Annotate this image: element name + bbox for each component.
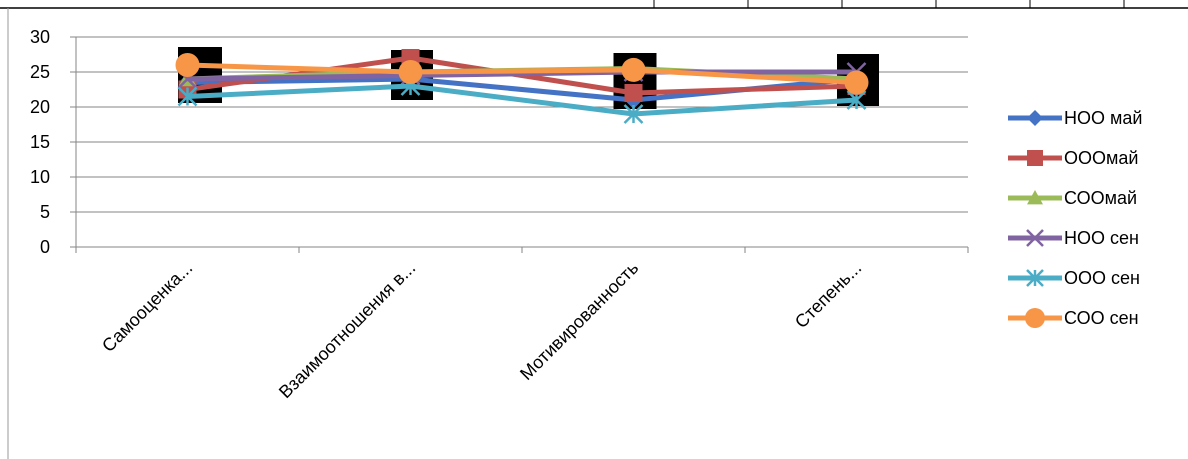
legend-entry: СООмай bbox=[1008, 188, 1137, 208]
y-tick-label: 25 bbox=[30, 62, 50, 82]
x-axis-labels: Самооценка... Взаимоотношения в... Мотивир… bbox=[98, 258, 865, 402]
data-point-marker bbox=[844, 70, 869, 95]
x-category-label: Взаимоотношения в... bbox=[275, 258, 419, 402]
data-point-marker bbox=[177, 86, 198, 107]
data-point-marker bbox=[175, 53, 200, 77]
data-point-marker bbox=[1026, 229, 1044, 247]
series-line bbox=[187, 62, 857, 85]
legend-entry: ООО сен bbox=[1008, 268, 1140, 288]
data-point-marker bbox=[1027, 150, 1043, 166]
y-tick-label: 10 bbox=[30, 167, 50, 187]
y-tick-label: 5 bbox=[40, 202, 50, 222]
y-tick-label: 15 bbox=[30, 132, 50, 152]
legend-entry: ОООмай bbox=[1008, 148, 1138, 168]
series-line bbox=[187, 83, 857, 117]
legend: НОО май ОООмай СООмай НОО сен ООО сен СОО сен bbox=[1008, 108, 1142, 328]
legend-entry: НОО сен bbox=[1008, 228, 1139, 248]
axes bbox=[75, 37, 969, 253]
legend-entry: СОО сен bbox=[1008, 308, 1139, 328]
series-lines bbox=[175, 47, 879, 124]
data-point-marker bbox=[1027, 110, 1043, 126]
series-line bbox=[187, 69, 857, 82]
legend-entry: НОО май bbox=[1008, 108, 1142, 128]
x-category-label: Мотивированность bbox=[516, 258, 642, 384]
data-point-marker bbox=[1027, 190, 1043, 205]
y-tick-label: 20 bbox=[30, 97, 50, 117]
legend-label: ОООмай bbox=[1064, 148, 1138, 168]
data-point-marker bbox=[1025, 308, 1045, 328]
y-axis-ticks: 0 5 10 15 20 25 30 bbox=[30, 27, 76, 257]
x-category-label: Самооценка... bbox=[98, 258, 196, 356]
series-ООО сен bbox=[177, 76, 867, 124]
data-point-marker bbox=[623, 104, 644, 124]
legend-label: ООО сен bbox=[1064, 268, 1140, 288]
legend-label: НОО сен bbox=[1064, 228, 1139, 248]
data-point-marker bbox=[1026, 269, 1044, 287]
legend-label: СОО сен bbox=[1064, 308, 1139, 328]
y-tick-label: 30 bbox=[30, 27, 50, 47]
legend-label: НОО май bbox=[1064, 108, 1142, 128]
data-point-marker bbox=[398, 60, 423, 84]
data-point-marker bbox=[621, 57, 646, 82]
x-category-label: Степень... bbox=[791, 258, 865, 332]
data-point-marker bbox=[624, 84, 643, 102]
legend-label: СООмай bbox=[1064, 188, 1137, 208]
y-tick-label: 0 bbox=[40, 237, 50, 257]
series-СОО сен bbox=[175, 53, 869, 95]
